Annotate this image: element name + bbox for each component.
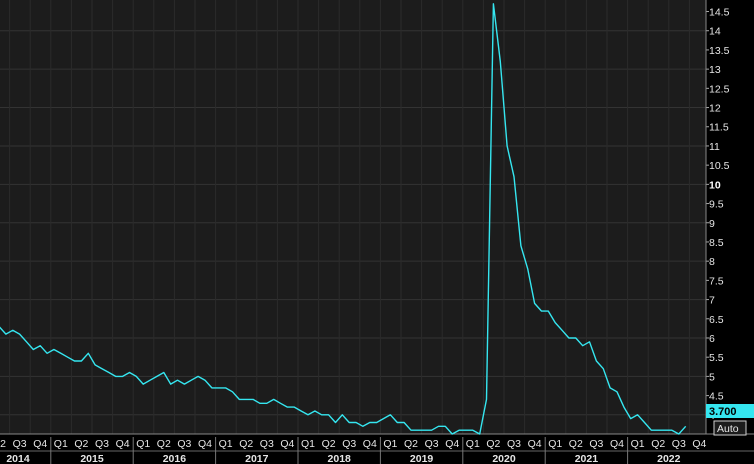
x-year-label: 2015 <box>80 453 104 464</box>
gridlines <box>0 0 706 434</box>
y-tick-label: 14 <box>709 26 721 38</box>
x-quarter-label: Q3 <box>342 438 356 450</box>
x-quarter-label: Q1 <box>548 438 562 450</box>
y-tick-label: 6.5 <box>709 314 724 326</box>
y-axis-ticks: 44.555.566.577.588.599.51010.51111.51212… <box>705 0 730 434</box>
x-axis-ticks: Q2 Q3 Q4 Q1 Q2 Q3 Q4 Q1 Q2 Q3 Q4 Q1 Q2 Q3 Q4 Q1 Q2 Q3 Q4 Q1… <box>0 433 754 464</box>
x-quarter-label: Q1 <box>54 438 68 450</box>
y-tick-label: 11 <box>709 141 720 153</box>
x-quarter-label: Q2 <box>239 438 253 450</box>
x-quarter-label: Q2 <box>569 438 583 450</box>
y-tick-label: 11.5 <box>709 122 729 134</box>
x-quarter-label: Q4 <box>33 438 47 450</box>
y-tick-label: 14.5 <box>709 7 730 19</box>
x-quarter-label: Q3 <box>95 438 109 450</box>
x-year-label: 2018 <box>328 453 352 464</box>
x-quarter-label: Q4 <box>280 438 294 450</box>
x-quarter-label: Q1 <box>219 438 233 450</box>
x-quarter-label: Q4 <box>692 438 706 450</box>
y-tick-label: 12.5 <box>709 83 730 95</box>
x-quarter-label: Q1 <box>631 438 645 450</box>
x-quarter-label: Q1 <box>383 438 397 450</box>
auto-button-label[interactable]: Auto <box>717 423 739 435</box>
x-year-label: 2020 <box>492 453 516 464</box>
x-year-label: 2017 <box>245 453 269 464</box>
y-tick-label: 5.5 <box>709 352 724 364</box>
x-quarter-label: Q4 <box>116 438 130 450</box>
y-tick-label: 13.5 <box>709 45 730 57</box>
plot-area <box>0 0 706 434</box>
y-tick-label: 7 <box>709 295 715 307</box>
x-quarter-label: Q2 <box>651 438 665 450</box>
y-tick-label: 5 <box>709 371 715 383</box>
x-quarter-label: Q4 <box>198 438 212 450</box>
series-line <box>0 3 687 435</box>
y-tick-label: 4.5 <box>709 391 724 403</box>
x-quarter-label: Q3 <box>425 438 439 450</box>
y-tick-label: 12 <box>709 103 721 115</box>
x-year-label: 2014 <box>6 453 30 464</box>
x-quarter-label: Q1 <box>136 438 150 450</box>
x-quarter-label: Q1 <box>301 438 315 450</box>
x-quarter-label: Q3 <box>260 438 274 450</box>
x-quarter-label: Q2 <box>74 438 88 450</box>
x-quarter-label: Q4 <box>445 438 459 450</box>
y-tick-label: 8 <box>709 256 715 268</box>
y-tick-label: 10.5 <box>709 160 730 172</box>
x-quarter-label: Q2 <box>486 438 500 450</box>
x-quarter-label: Q3 <box>13 438 27 450</box>
y-tick-label: 13 <box>709 64 721 76</box>
x-quarter-label: Q1 <box>466 438 480 450</box>
y-tick-label: 9 <box>709 218 715 230</box>
x-quarter-label: Q2 <box>0 438 6 450</box>
x-year-label: 2021 <box>575 453 599 464</box>
x-year-label: 2022 <box>657 453 681 464</box>
last-value-label: 3.700 <box>709 406 737 418</box>
series-layer <box>0 3 687 435</box>
x-quarter-label: Q2 <box>404 438 418 450</box>
x-quarter-label: Q3 <box>177 438 191 450</box>
x-quarter-label: Q2 <box>157 438 171 450</box>
y-tick-label: 7.5 <box>709 275 724 287</box>
x-quarter-label: Q4 <box>363 438 377 450</box>
last-value-box <box>706 404 754 418</box>
x-quarter-label: Q3 <box>672 438 686 450</box>
y-tick-label: 9.5 <box>709 199 724 211</box>
y-tick-label: 10 <box>709 179 721 191</box>
x-quarter-label: Q3 <box>507 438 521 450</box>
x-quarter-label: Q2 <box>322 438 336 450</box>
x-quarter-label: Q4 <box>610 438 624 450</box>
x-quarter-label: Q4 <box>528 438 542 450</box>
y-tick-label: 8.5 <box>709 237 724 249</box>
y-tick-label: 6 <box>709 333 715 345</box>
x-year-label: 2016 <box>163 453 187 464</box>
x-year-label: 2019 <box>410 453 434 464</box>
auto-button-box[interactable] <box>713 420 747 436</box>
x-quarter-label: Q3 <box>589 438 603 450</box>
